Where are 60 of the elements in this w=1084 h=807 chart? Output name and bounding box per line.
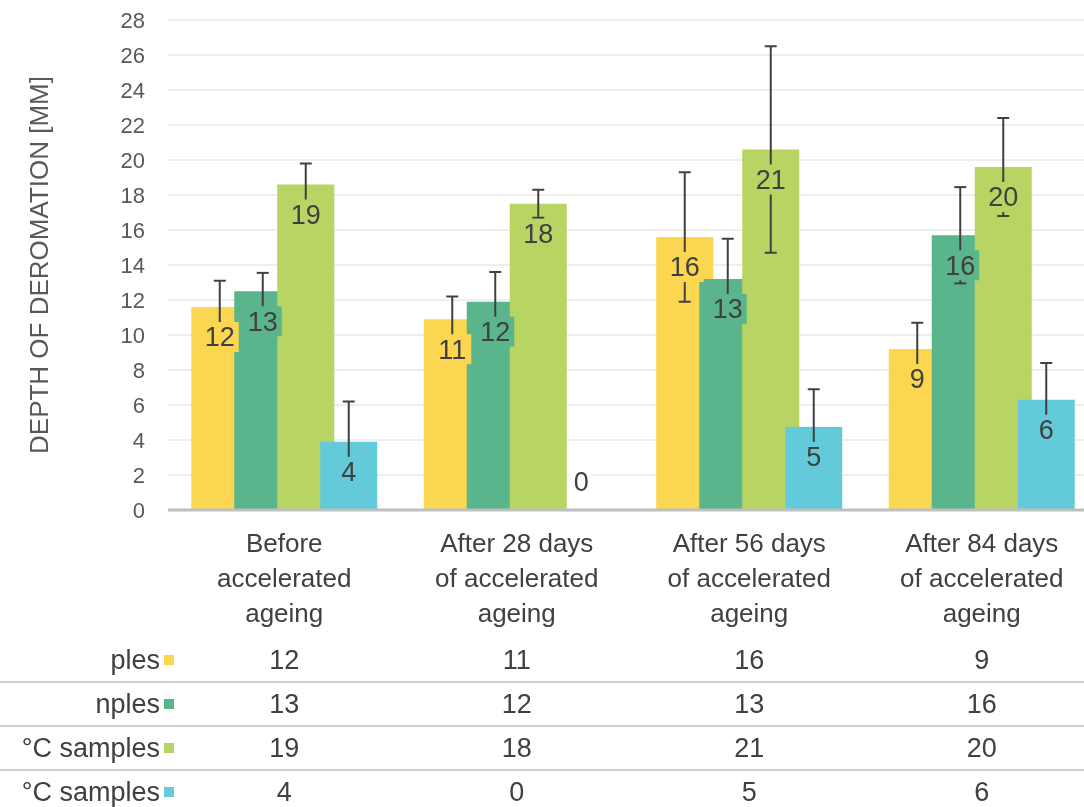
data-label: 19 (269, 733, 300, 764)
x-tick-label: After 28 days of accelerated ageing (435, 528, 599, 628)
data-label: 9 (974, 645, 990, 676)
data-label: 4 (276, 777, 292, 807)
text: 16 (945, 250, 976, 281)
y-axis-title: DEPTH OF DEROMATION [MM] (24, 76, 54, 454)
bar (742, 149, 800, 510)
text: 18 (523, 219, 554, 250)
text: 19 (290, 199, 321, 230)
bar (509, 203, 567, 510)
text: 6 (1038, 415, 1054, 446)
text: 5 (806, 442, 822, 473)
data-label: 16 (734, 645, 765, 676)
y-tick-label: 12 (120, 287, 145, 313)
data-label: 13 (269, 689, 300, 720)
y-tick-label: 10 (120, 322, 145, 348)
y-tick-label: 22 (120, 112, 145, 138)
legend-label: °C samples (21, 777, 160, 807)
text: 12 (204, 322, 235, 353)
y-tick-label: 20 (120, 147, 145, 173)
data-label: 12 (501, 689, 532, 720)
data-label: 6 (974, 777, 990, 807)
y-tick-label: 4 (132, 427, 145, 453)
y-tick-label: 2 (132, 462, 145, 488)
legend-label: ples (110, 645, 160, 676)
data-label: 0 (509, 777, 525, 807)
x-tick-label: Before accelerated ageing (217, 528, 352, 628)
data-label: 18 (501, 733, 532, 764)
data-label: 11 (502, 645, 531, 676)
text: 11 (438, 334, 467, 365)
text: 13 (712, 294, 743, 325)
legend-label: nples (95, 689, 160, 720)
y-tick-label: 16 (120, 217, 145, 243)
y-tick-label: 24 (120, 77, 145, 103)
y-tick-label: 0 (132, 497, 145, 523)
text: 4 (341, 457, 357, 488)
text: 9 (909, 364, 925, 395)
text: 16 (669, 252, 700, 283)
y-tick-label: 28 (120, 7, 145, 33)
data-label: 21 (734, 733, 765, 764)
x-tick-label: After 56 days of accelerated ageing (667, 528, 831, 628)
y-tick-label: 26 (120, 42, 145, 68)
legend-label: °C samples (21, 733, 160, 764)
data-label: 5 (741, 777, 757, 807)
text: 21 (755, 164, 786, 195)
text: 13 (247, 306, 278, 337)
data-label: 13 (734, 689, 765, 720)
text: 12 (480, 317, 511, 348)
y-tick-label: 18 (120, 182, 145, 208)
data-label: 12 (269, 645, 300, 676)
bar (1017, 399, 1075, 510)
text: 0 (573, 467, 589, 498)
data-label: 20 (966, 733, 997, 764)
text: 20 (988, 182, 1019, 213)
bar (277, 184, 335, 510)
x-tick-label: After 84 days of accelerated ageing (900, 528, 1064, 628)
y-tick-label: 6 (132, 392, 145, 418)
data-label: 16 (966, 689, 997, 720)
y-tick-label: 8 (132, 357, 145, 383)
y-tick-label: 14 (120, 252, 145, 278)
